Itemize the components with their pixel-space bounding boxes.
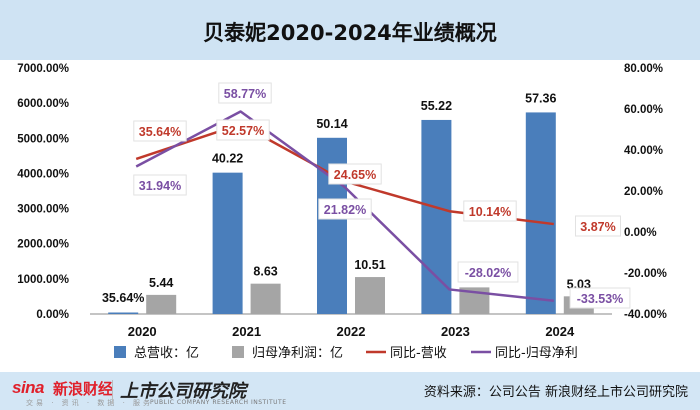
y-left-tick: 3000.00% bbox=[17, 204, 69, 216]
profit-bar-label: 10.51 bbox=[354, 258, 385, 272]
y-right-tick: 0.00% bbox=[624, 227, 657, 239]
revenue-bar-label: 35.64% bbox=[102, 291, 144, 305]
profit-yoy-label-box bbox=[133, 174, 187, 196]
research-institute-subtitle: PUBLIC COMPANY RESEARCH INSTITUTE bbox=[150, 399, 287, 406]
revenue-bar bbox=[421, 119, 452, 315]
revenue-bar-label: 57.36 bbox=[525, 91, 556, 105]
profit-bar bbox=[146, 294, 177, 314]
profit-yoy-label-box bbox=[569, 287, 631, 309]
profit-yoy-label: 58.77% bbox=[224, 87, 266, 101]
y-left-tick: 2000.00% bbox=[17, 239, 69, 251]
profit-bar-label: 8.63 bbox=[253, 265, 277, 279]
revenue-yoy-label-box bbox=[133, 120, 187, 142]
y-right-tick: 40.00% bbox=[624, 145, 663, 157]
sina-logo: sina bbox=[12, 378, 45, 397]
revenue-yoy-label: 10.14% bbox=[469, 205, 511, 219]
sina-logo-subtitle: 交易 · 资讯 · 数据 · 服务 bbox=[26, 399, 154, 407]
y-right-tick: 60.00% bbox=[624, 104, 663, 116]
revenue-yoy-label: 3.87% bbox=[580, 220, 615, 234]
revenue-yoy-label-box bbox=[463, 200, 517, 222]
revenue-yoy-label: 35.64% bbox=[139, 125, 181, 139]
title-band bbox=[0, 0, 700, 60]
profit-yoy-label-box bbox=[457, 261, 519, 283]
profit-yoy-label: -33.53% bbox=[577, 292, 624, 306]
research-institute-logo: 上市公司研究院 bbox=[120, 381, 246, 402]
revenue-yoy-label-box bbox=[575, 215, 621, 237]
legend-profit: 归母净利润：亿 bbox=[252, 346, 343, 361]
revenue-bar bbox=[108, 312, 139, 314]
y-left-tick: 1000.00% bbox=[17, 274, 69, 286]
profit-yoy-label-box bbox=[218, 82, 272, 104]
revenue-yoy-label-box bbox=[216, 119, 270, 141]
footer: sina 新浪财经 交易 · 资讯 · 数据 · 服务 上市公司研究院 PUBL… bbox=[0, 372, 700, 410]
y-left-tick: 6000.00% bbox=[17, 98, 69, 110]
legend-revenue-swatch bbox=[114, 346, 126, 358]
profit-yoy-label-box bbox=[318, 198, 372, 220]
y-left-tick: 0.00% bbox=[36, 309, 69, 321]
y-left-tick: 5000.00% bbox=[17, 133, 69, 145]
profit-yoy-label: -28.02% bbox=[465, 266, 512, 280]
y-right-tick: -40.00% bbox=[624, 309, 667, 321]
revenue-yoy-label-box bbox=[328, 163, 382, 185]
profit-yoy-label: 31.94% bbox=[139, 179, 181, 193]
x-tick-label: 2020 bbox=[128, 324, 157, 339]
chart: 贝泰妮2020-2024年业绩概况 0.00% 1000.00% 2000.00% 30… bbox=[0, 0, 700, 361]
sina-finance-logo: 新浪财经 bbox=[53, 380, 114, 398]
x-tick-label: 2023 bbox=[441, 324, 470, 339]
profit-bar-label: 5.44 bbox=[149, 276, 173, 290]
legend-revenue-yoy: 同比-营收 bbox=[390, 346, 447, 361]
revenue-bar bbox=[525, 112, 556, 315]
y-right-tick: 20.00% bbox=[624, 186, 663, 198]
legend-profit-swatch bbox=[232, 346, 244, 358]
revenue-bar-label: 50.14 bbox=[316, 117, 347, 131]
x-tick-label: 2024 bbox=[545, 324, 575, 339]
y-left-tick: 7000.00% bbox=[17, 63, 69, 75]
revenue-yoy-label: 24.65% bbox=[334, 168, 376, 182]
logo-separator bbox=[112, 380, 113, 404]
profit-bar bbox=[250, 283, 281, 314]
x-tick-label: 2021 bbox=[232, 324, 261, 339]
profit-yoy-line bbox=[135, 110, 554, 302]
profit-bar bbox=[355, 277, 385, 314]
profit-yoy-label: 21.82% bbox=[324, 203, 366, 217]
y-right-tick: -20.00% bbox=[624, 268, 667, 280]
legend-revenue: 总营收：亿 bbox=[134, 346, 199, 361]
revenue-yoy-label: 52.57% bbox=[222, 124, 264, 138]
revenue-bar bbox=[212, 172, 243, 314]
chart-title: 贝泰妮2020-2024年业绩概况 bbox=[203, 21, 497, 45]
revenue-bar-label: 40.22 bbox=[212, 152, 243, 166]
y-left-tick: 4000.00% bbox=[17, 168, 69, 180]
revenue-bar-label: 55.22 bbox=[421, 99, 452, 113]
x-tick-label: 2022 bbox=[337, 324, 366, 339]
legend-profit-yoy: 同比-归母净利 bbox=[495, 346, 578, 361]
data-source: 资料来源：公司公告 新浪财经上市公司研究院 bbox=[423, 385, 688, 400]
y-right-tick: 80.00% bbox=[624, 63, 663, 75]
